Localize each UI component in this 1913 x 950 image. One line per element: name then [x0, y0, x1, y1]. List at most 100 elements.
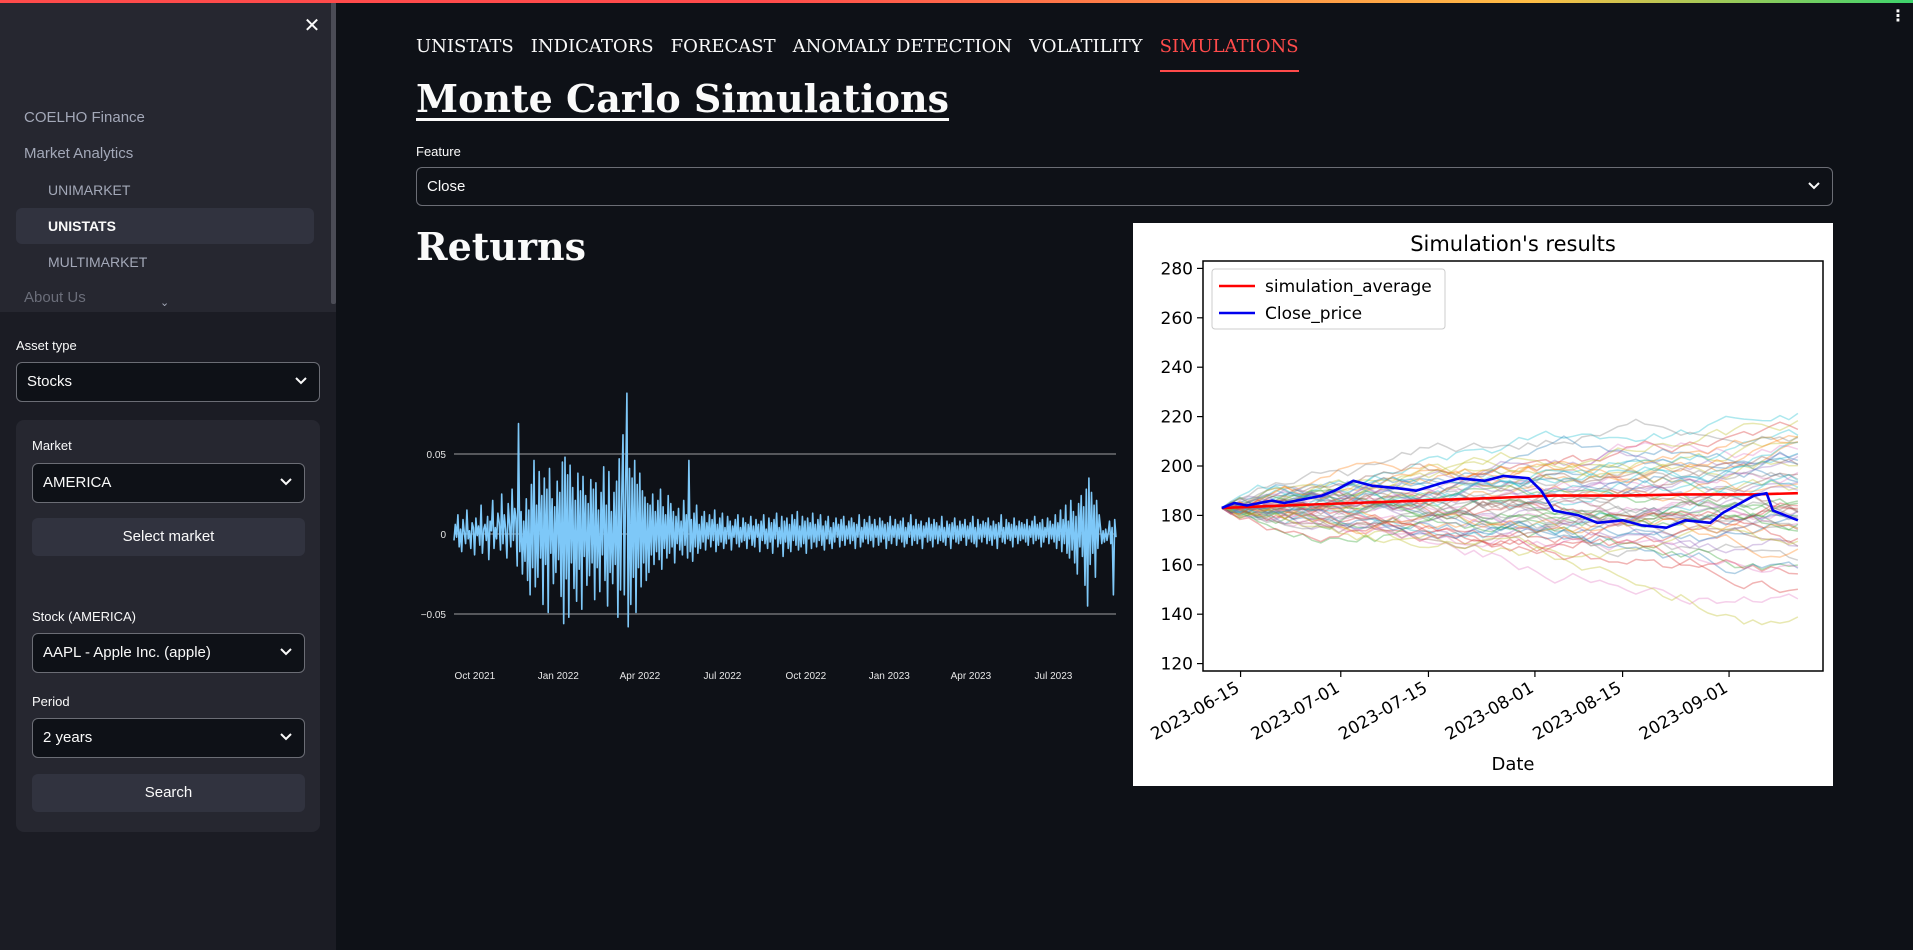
simulation-path — [1221, 507, 1799, 626]
tab-anomaly-detection[interactable]: ANOMALY DETECTION — [792, 36, 1013, 57]
stock-value: AAPL - Apple Inc. (apple) — [43, 644, 211, 661]
close-price-line — [1221, 474, 1799, 530]
simulation-path — [1221, 485, 1799, 531]
tab-volatility[interactable]: VOLATILITY — [1029, 36, 1143, 57]
simulation-path — [1221, 497, 1799, 544]
legend: simulation_average Close_price — [1211, 268, 1446, 330]
simulation-path — [1221, 507, 1799, 549]
x-tick-label: Jan 2023 — [869, 671, 911, 682]
simulation-path — [1221, 450, 1799, 515]
simulation-path — [1221, 504, 1798, 594]
x-axis-label: Date — [1491, 754, 1534, 775]
sidebar-scrollbar[interactable] — [331, 2, 336, 304]
simulation-path — [1221, 493, 1799, 524]
simulation-path — [1221, 502, 1799, 550]
simulation-path — [1221, 452, 1799, 514]
nav-item-multimarket[interactable]: MULTIMARKET — [48, 254, 148, 270]
simulation-path — [1221, 461, 1799, 517]
simulation-average-line — [1221, 491, 1798, 510]
simulation-path — [1221, 502, 1798, 553]
returns-title: Returns — [416, 224, 586, 269]
simulation-path — [1221, 478, 1799, 539]
close-sidebar-icon[interactable]: ✕ — [303, 15, 321, 37]
period-value: 2 years — [43, 729, 93, 746]
x-tick-label: Oct 2022 — [786, 671, 827, 682]
y-tick-label: −0.05 — [421, 610, 447, 621]
select-market-button[interactable]: Select market — [32, 518, 305, 556]
x-tick-label: Jul 2023 — [1035, 671, 1073, 682]
tab-indicators[interactable]: INDICATORS — [530, 36, 654, 57]
simulation-path — [1221, 487, 1799, 531]
simulation-path — [1221, 472, 1798, 515]
stock-select[interactable]: AAPL - Apple Inc. (apple) — [32, 633, 305, 673]
returns-chart: 0.05 0 −0.05 Oct 2021 Jan 2022 Apr 2022 Jul 20… — [421, 392, 1117, 682]
stock-label: Stock (AMERICA) — [32, 609, 137, 624]
simulation-path — [1221, 494, 1799, 561]
chart-title: Simulation's results — [1410, 232, 1616, 256]
simulation-path — [1221, 501, 1799, 534]
simulation-path — [1221, 499, 1798, 545]
legend-box — [1211, 268, 1446, 330]
simulation-path — [1221, 497, 1799, 537]
simulation-path — [1221, 441, 1798, 519]
nav-item-market-analytics[interactable]: Market Analytics — [24, 145, 134, 162]
simulation-chart-frame: Simulation's results 120 140 160 180 200 220 24… — [1133, 223, 1833, 786]
simulation-path — [1221, 490, 1799, 528]
y-tick-label: 240 — [1161, 358, 1193, 378]
simulation-path — [1221, 507, 1799, 573]
search-button[interactable]: Search — [32, 774, 305, 812]
market-select[interactable]: AMERICA — [32, 463, 305, 503]
x-tick-label: 2023-06-15 — [1148, 678, 1244, 745]
simulation-path — [1221, 412, 1799, 515]
asset-type-select[interactable]: Stocks — [16, 362, 320, 402]
feature-value: Close — [427, 178, 466, 195]
x-tick-label: 2023-09-01 — [1636, 678, 1732, 745]
simulation-paths — [1221, 412, 1799, 626]
tab-forecast[interactable]: FORECAST — [670, 36, 776, 57]
tab-simulations[interactable]: SIMULATIONS — [1159, 28, 1299, 72]
market-value: AMERICA — [43, 474, 112, 491]
simulation-path — [1221, 490, 1799, 532]
simulation-path — [1221, 471, 1799, 513]
chevron-down-icon — [280, 719, 292, 757]
simulation-path — [1221, 435, 1799, 509]
market-label: Market — [32, 438, 72, 453]
y-tick-label: 0.05 — [427, 450, 447, 461]
top-decoration-bar — [0, 0, 1913, 3]
nav-item-unimarket[interactable]: UNIMARKET — [48, 182, 131, 198]
x-tick-label: Jan 2022 — [538, 671, 580, 682]
main-menu-icon[interactable]: ⋮ — [1890, 8, 1906, 25]
simulation-path — [1221, 421, 1799, 509]
period-label: Period — [32, 694, 70, 709]
sidebar-nav: COELHO Finance Market Analytics UNIMARKE… — [16, 100, 314, 305]
y-tick-label: 140 — [1161, 605, 1193, 625]
legend-label: Close_price — [1265, 304, 1362, 324]
simulation-path — [1221, 460, 1798, 511]
simulation-path — [1221, 501, 1798, 531]
feature-label: Feature — [416, 144, 461, 159]
x-tick-label: 2023-08-01 — [1442, 678, 1538, 745]
simulation-path — [1221, 507, 1799, 543]
chevron-down-icon — [1808, 168, 1820, 206]
simulation-path — [1221, 505, 1799, 535]
simulation-path — [1221, 478, 1799, 513]
simulation-path — [1221, 490, 1799, 529]
x-tick-label: 2023-07-01 — [1248, 678, 1344, 745]
simulation-path — [1221, 491, 1799, 547]
y-tick-label: 200 — [1161, 457, 1193, 477]
period-select[interactable]: 2 years — [32, 718, 305, 758]
legend-label: simulation_average — [1265, 277, 1432, 297]
nav-item-about-us[interactable]: About Us — [24, 289, 86, 305]
simulation-chart: Simulation's results 120 140 160 180 200 220 24… — [1148, 232, 1824, 775]
nav-item-coelho-finance[interactable]: COELHO Finance — [24, 109, 145, 126]
tab-unistats[interactable]: UNISTATS — [416, 36, 514, 57]
x-tick-label: 2023-07-15 — [1335, 678, 1431, 745]
simulation-path — [1221, 419, 1799, 509]
simulation-path — [1221, 498, 1799, 531]
feature-select[interactable]: Close — [416, 167, 1833, 206]
nav-item-unistats[interactable]: UNISTATS — [16, 208, 314, 244]
nav-expand-chevron-icon[interactable]: ⌄ — [160, 297, 170, 309]
chevron-down-icon — [295, 363, 307, 401]
simulation-path — [1221, 455, 1799, 511]
x-tick-label: Apr 2023 — [951, 671, 992, 682]
